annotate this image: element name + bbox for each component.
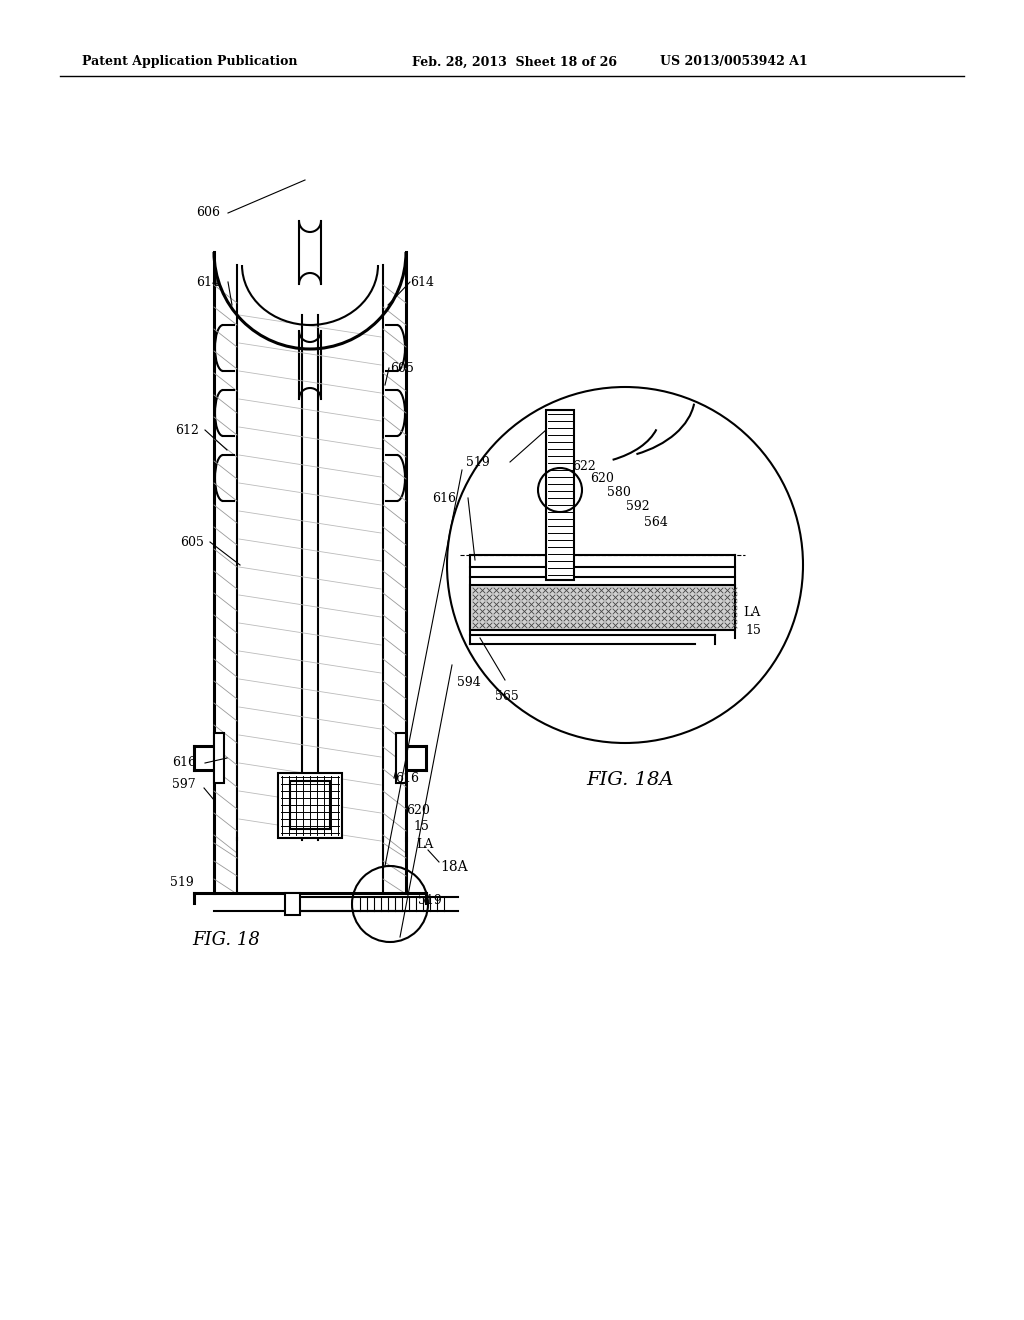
Text: 620: 620 — [590, 473, 613, 486]
Text: LA: LA — [416, 837, 433, 850]
Text: 606: 606 — [196, 206, 220, 219]
Text: 519: 519 — [170, 875, 194, 888]
Bar — [214, 733, 224, 783]
Text: 616: 616 — [172, 756, 196, 770]
Text: 616: 616 — [395, 771, 419, 784]
Text: 605: 605 — [180, 536, 204, 549]
Text: 597: 597 — [172, 779, 196, 792]
Text: Patent Application Publication: Patent Application Publication — [82, 55, 298, 69]
Text: US 2013/0053942 A1: US 2013/0053942 A1 — [660, 55, 808, 69]
Text: 564: 564 — [644, 516, 668, 528]
Text: 580: 580 — [607, 486, 631, 499]
Text: Feb. 28, 2013  Sheet 18 of 26: Feb. 28, 2013 Sheet 18 of 26 — [412, 55, 617, 69]
Bar — [285, 894, 300, 915]
Bar — [470, 585, 735, 630]
Text: 15: 15 — [413, 821, 429, 833]
Text: 605: 605 — [390, 362, 414, 375]
Text: 616: 616 — [432, 491, 456, 504]
Text: 620: 620 — [406, 804, 430, 817]
Text: 592: 592 — [626, 500, 649, 513]
Bar — [278, 774, 342, 838]
Text: LA: LA — [743, 606, 760, 619]
Text: 614: 614 — [410, 276, 434, 289]
Text: 518: 518 — [548, 446, 571, 459]
Text: FIG. 18A: FIG. 18A — [587, 771, 674, 789]
Text: 614: 614 — [196, 276, 220, 289]
Text: 565: 565 — [495, 690, 519, 704]
Text: 622: 622 — [572, 459, 596, 473]
Bar — [546, 411, 574, 579]
Text: 15: 15 — [745, 623, 761, 636]
Text: 594: 594 — [457, 676, 480, 689]
Text: 519: 519 — [466, 455, 489, 469]
Text: 519: 519 — [418, 894, 441, 907]
Bar — [396, 733, 406, 783]
Bar — [290, 781, 330, 829]
Text: 18A: 18A — [440, 861, 468, 874]
Text: FIG. 18: FIG. 18 — [193, 931, 260, 949]
Text: 612: 612 — [175, 424, 199, 437]
